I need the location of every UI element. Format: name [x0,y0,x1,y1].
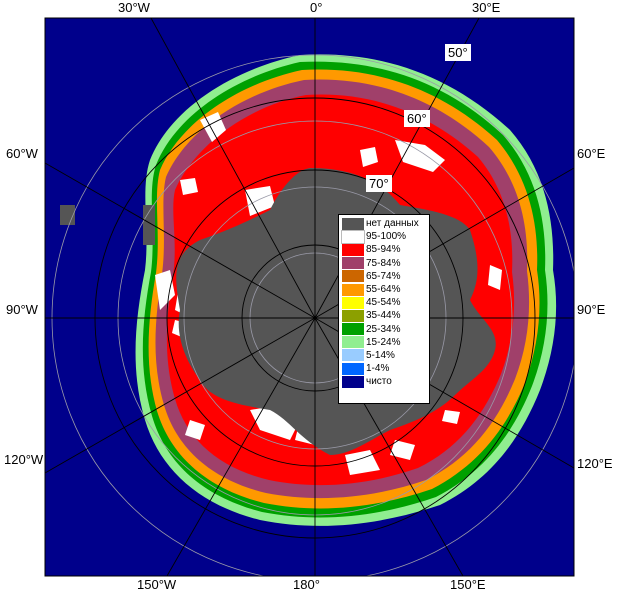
legend-label: 45-54% [366,297,401,309]
legend-swatch [342,217,364,230]
lon-label-bottom-150e: 150°E [450,577,486,592]
lat-label-70: 70° [366,175,392,192]
meridian-150w [166,317,316,576]
legend-item: нет данных [342,217,426,230]
lon-label-right-120e: 120°E [577,456,613,471]
legend-item: 95-100% [341,229,426,244]
lon-label-top-30w: 30°W [118,0,150,15]
legend-item: 35-44% [342,309,426,322]
legend-item: 15-24% [342,336,426,349]
legend-label: 75-84% [366,257,401,269]
legend-swatch [342,375,364,388]
legend-label: нет данных [366,218,419,230]
legend-label: 1-4% [366,363,390,375]
lat-label-60: 60° [404,110,430,127]
legend-item: 55-64% [342,283,426,296]
legend-swatch [342,270,364,283]
legend-swatch [341,229,365,244]
legend-item: 1-4% [342,362,426,375]
legend-item: 85-94% [342,243,426,256]
lon-label-left-90w: 90°W [6,302,38,317]
lat-label-50: 50° [445,44,471,61]
meridian-30w [150,18,316,319]
legend-item: 65-74% [342,270,426,283]
legend-swatch [342,349,364,362]
legend-label: 65-74% [366,270,401,282]
legend-label: 55-64% [366,284,401,296]
legend-label: 35-44% [366,310,401,322]
legend-item: 45-54% [342,296,426,309]
lon-label-right-90e: 90°E [577,302,606,317]
lon-label-top-30e: 30°E [472,0,501,15]
legend-swatch [342,283,364,296]
legend-label: 95-100% [366,231,407,243]
legend-label: 15-24% [366,336,401,348]
legend-swatch [342,243,364,256]
lon-label-bottom-150w: 150°W [137,577,177,592]
meridians [45,18,574,576]
legend-item: 75-84% [342,257,426,270]
legend-swatch [342,362,364,375]
legend-swatch [342,309,364,322]
legend-swatch [342,257,364,270]
lon-label-bottom-180: 180° [293,577,320,592]
legend-label: 85-94% [366,244,401,256]
legend-swatch [342,336,364,349]
no-data-strip [143,205,155,245]
lon-label-left-120w: 120°W [4,452,44,467]
map-border [44,17,575,577]
lon-label-left-60w: 60°W [6,146,38,161]
legend-swatch [342,323,364,336]
legend-label: 25-34% [366,323,401,335]
legend-item: чисто [342,375,426,388]
concentration-legend: нет данных 95-100% 85-94% 75-84% 65-74% 55-64… [338,214,430,404]
meridian-120w [45,317,316,474]
legend-item: 5-14% [342,349,426,362]
lon-label-right-60e: 60°E [577,146,606,161]
lon-label-top-0: 0° [310,0,323,15]
meridian-60w [45,162,316,319]
legend-label: чисто [366,376,392,388]
legend-item: 25-34% [342,323,426,336]
legend-label: 5-14% [366,349,395,361]
legend-swatch [342,296,364,309]
